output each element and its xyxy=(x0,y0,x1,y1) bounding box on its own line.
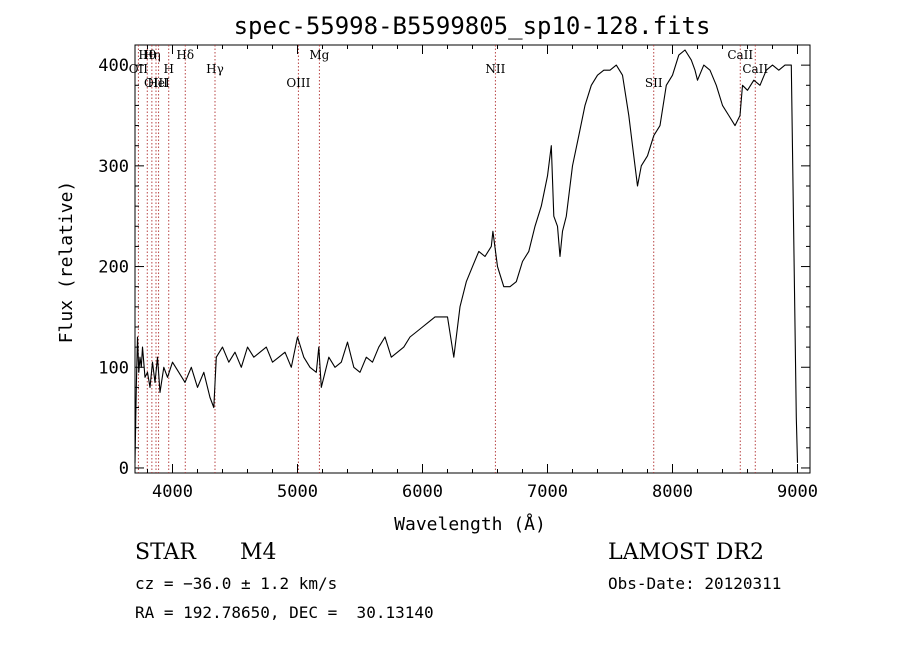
line-marker-label-3: Hη xyxy=(143,48,161,62)
x-tick-label-4: 8000 xyxy=(652,482,693,502)
line-marker-label-9: Mg xyxy=(309,48,329,62)
line-marker-label-1: OII xyxy=(129,62,149,76)
line-marker-label-8: OIII xyxy=(286,76,310,90)
spectrum-line-0 xyxy=(134,49,799,463)
redshift-cz: cz = −36.0 ± 1.2 km/s xyxy=(135,574,338,593)
line-marker-label-12: CaII xyxy=(727,48,753,62)
line-marker-label-2: OIII xyxy=(144,76,168,90)
y-tick-label-1: 100 xyxy=(98,358,129,378)
line-marker-label-6: Hδ xyxy=(176,48,194,62)
chart-title: spec-55998-B5599805_sp10-128.fits xyxy=(234,12,711,40)
line-marker-label-13: CaII xyxy=(742,62,768,76)
y-axis-label: Flux (relative) xyxy=(56,181,77,344)
object-subclass: M4 xyxy=(240,540,277,565)
y-tick-label-0: 0 xyxy=(119,459,129,479)
x-tick-label-5: 9000 xyxy=(777,482,818,502)
x-tick-label-1: 5000 xyxy=(277,482,318,502)
coordinates: RA = 192.78650, DEC = 30.13140 xyxy=(135,603,434,622)
x-tick-label-2: 6000 xyxy=(402,482,443,502)
y-tick-label-4: 400 xyxy=(98,56,129,76)
line-marker-label-5: HeI xyxy=(147,76,170,90)
survey-name: LAMOST DR2 xyxy=(608,540,764,565)
x-axis-label: Wavelength (Å) xyxy=(394,513,546,535)
line-marker-label-7: Hγ xyxy=(206,62,224,76)
line-marker-label-11: SII xyxy=(645,76,663,90)
line-marker-label-0: Hθ xyxy=(138,48,156,62)
axis-ticks: 4000 5000 6000 7000 8000 9000 0 100 200 300 400 xyxy=(98,45,818,502)
object-type: STAR xyxy=(135,540,196,565)
line-marker-label-10: NII xyxy=(485,62,505,76)
line-marker-label-4: H xyxy=(164,62,174,76)
obs-date: Obs-Date: 20120311 xyxy=(608,574,782,593)
y-tick-label-3: 300 xyxy=(98,157,129,177)
x-tick-label-0: 4000 xyxy=(152,482,193,502)
spectrum-series xyxy=(134,49,799,463)
x-tick-label-3: 7000 xyxy=(527,482,568,502)
plot-frame-rect xyxy=(134,44,811,474)
plot-frame xyxy=(134,44,811,474)
y-tick-label-2: 200 xyxy=(98,258,129,278)
